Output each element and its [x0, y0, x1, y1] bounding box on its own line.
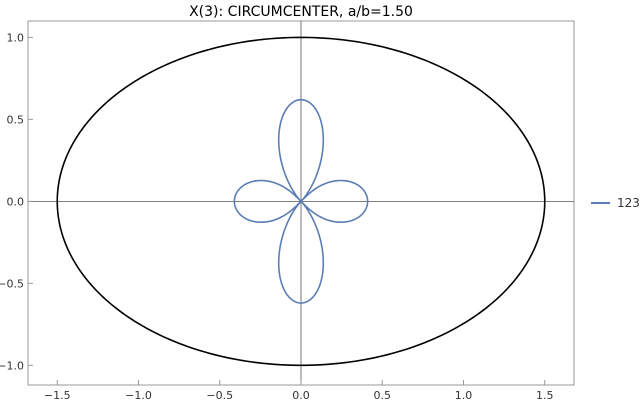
- tick-labels: −1.5 −1.0 −0.5 0.0 0.5 1.0 1.5 −1.0 −0.5 0.0 0.5 1.…: [0, 31, 554, 402]
- plot-area: −1.5 −1.0 −0.5 0.0 0.5 1.0 1.5 −1.0 −0.5 0.0 0.5 1.…: [0, 20, 575, 402]
- x-tick-label: −1.0: [125, 389, 152, 402]
- legend: 123: [591, 196, 640, 210]
- chart-title: X(3): CIRCUMCENTER, a/b=1.50: [189, 4, 413, 20]
- x-tick-label: 0.0: [292, 389, 310, 402]
- legend-label-123: 123: [617, 196, 640, 210]
- y-tick-label: 0.5: [7, 113, 25, 126]
- y-tick-label: 1.0: [7, 31, 25, 44]
- x-tick-label: 0.5: [374, 389, 392, 402]
- x-tick-label: −1.5: [44, 389, 71, 402]
- x-tick-label: 1.0: [455, 389, 473, 402]
- y-tick-label: 0.0: [7, 195, 25, 208]
- x-tick-label: 1.5: [536, 389, 554, 402]
- ellipse-series-line: [56, 36, 546, 367]
- locus-series-line: [233, 98, 369, 304]
- tick-marks: [28, 36, 546, 385]
- x-tick-label: −0.5: [206, 389, 233, 402]
- y-tick-label: −1.0: [0, 359, 24, 372]
- y-tick-label: −0.5: [0, 277, 24, 290]
